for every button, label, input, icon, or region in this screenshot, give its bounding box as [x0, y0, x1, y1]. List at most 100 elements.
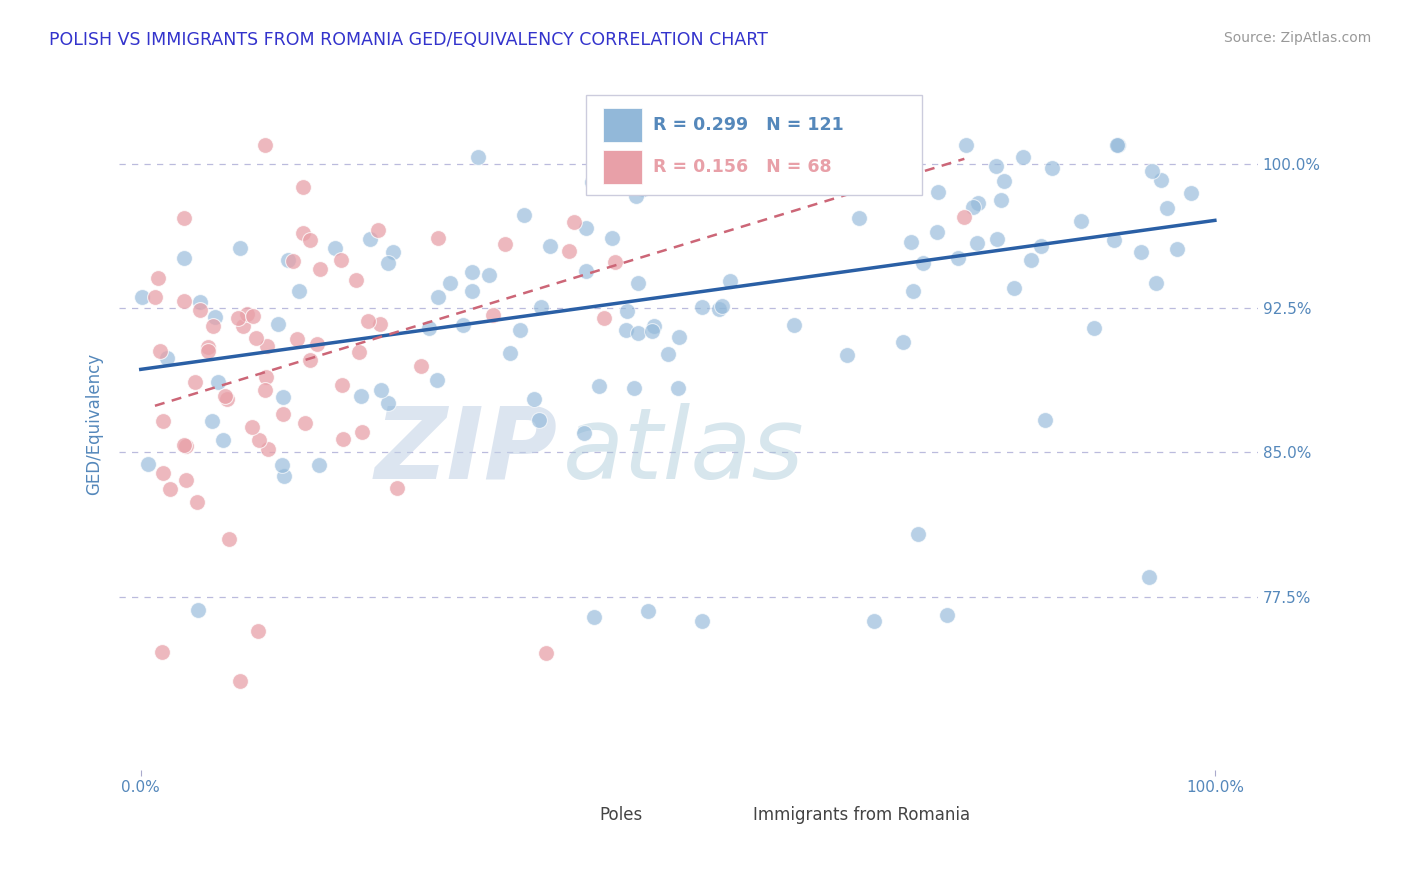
- Point: [478, 268, 501, 282]
- Point: [953, 210, 976, 224]
- Point: [146, 271, 169, 285]
- Point: [925, 226, 948, 240]
- Point: [946, 251, 969, 265]
- Point: [204, 310, 226, 324]
- Point: [986, 159, 1008, 173]
- Point: [1104, 233, 1126, 247]
- Point: [285, 332, 308, 346]
- Point: [211, 434, 233, 448]
- Point: [758, 153, 780, 167]
- Point: [461, 265, 484, 279]
- Point: [1002, 281, 1025, 295]
- Point: [281, 254, 304, 268]
- Point: [1139, 570, 1161, 584]
- Point: [605, 254, 627, 268]
- Point: [273, 468, 295, 483]
- Point: [254, 370, 277, 384]
- Point: [332, 432, 354, 446]
- Point: [370, 383, 392, 397]
- Point: [523, 392, 546, 406]
- Point: [557, 244, 579, 258]
- Point: [138, 458, 160, 472]
- Point: [377, 256, 399, 270]
- Text: Immigrants from Romania: Immigrants from Romania: [754, 805, 970, 824]
- Point: [367, 222, 389, 236]
- Point: [509, 323, 531, 337]
- Point: [387, 481, 409, 495]
- Point: [256, 338, 278, 352]
- Point: [294, 416, 316, 430]
- Point: [637, 604, 659, 618]
- FancyBboxPatch shape: [586, 95, 922, 195]
- FancyBboxPatch shape: [603, 108, 643, 142]
- Point: [1107, 137, 1129, 152]
- Point: [131, 290, 153, 304]
- Point: [186, 495, 208, 509]
- Point: [1033, 413, 1056, 427]
- Point: [513, 208, 536, 222]
- Point: [357, 314, 380, 328]
- Point: [152, 414, 174, 428]
- Point: [1150, 173, 1173, 187]
- Point: [197, 343, 219, 358]
- Text: Source: ZipAtlas.com: Source: ZipAtlas.com: [1223, 31, 1371, 45]
- Point: [1011, 150, 1033, 164]
- Point: [439, 277, 461, 291]
- Point: [156, 351, 179, 366]
- Point: [271, 407, 294, 421]
- Point: [214, 389, 236, 403]
- Point: [288, 284, 311, 298]
- Point: [1019, 252, 1042, 267]
- Point: [641, 324, 664, 338]
- Point: [453, 318, 475, 332]
- Point: [229, 673, 252, 688]
- Point: [711, 299, 734, 313]
- Point: [651, 166, 673, 180]
- Point: [623, 381, 645, 395]
- Point: [307, 337, 329, 351]
- Point: [538, 239, 561, 253]
- Point: [745, 153, 768, 168]
- Text: R = 0.156   N = 68: R = 0.156 N = 68: [654, 158, 832, 176]
- Point: [900, 235, 922, 249]
- Point: [993, 174, 1015, 188]
- Point: [707, 301, 730, 316]
- Point: [143, 290, 166, 304]
- Point: [235, 307, 257, 321]
- Point: [837, 137, 859, 152]
- Point: [666, 381, 689, 395]
- Point: [616, 323, 638, 337]
- Point: [686, 174, 709, 188]
- Point: [426, 290, 449, 304]
- Point: [911, 256, 934, 270]
- Point: [927, 186, 949, 200]
- Point: [581, 175, 603, 189]
- Point: [418, 321, 440, 335]
- Point: [152, 466, 174, 480]
- Point: [624, 188, 647, 202]
- Text: atlas: atlas: [564, 403, 806, 500]
- Point: [848, 211, 870, 225]
- Point: [877, 137, 900, 152]
- Point: [627, 326, 650, 341]
- Point: [627, 276, 650, 290]
- Point: [382, 245, 405, 260]
- Point: [344, 273, 367, 287]
- Text: ZIP: ZIP: [374, 403, 558, 500]
- Point: [631, 182, 654, 196]
- Point: [291, 227, 314, 241]
- Point: [242, 309, 264, 323]
- Point: [727, 137, 749, 152]
- Point: [907, 527, 929, 541]
- Point: [240, 419, 263, 434]
- Point: [253, 137, 276, 152]
- Point: [811, 137, 834, 152]
- Point: [589, 153, 612, 168]
- Point: [247, 434, 270, 448]
- Point: [962, 200, 984, 214]
- Point: [903, 284, 925, 298]
- Point: [197, 340, 219, 354]
- Point: [215, 392, 238, 407]
- Point: [309, 261, 332, 276]
- Point: [1029, 238, 1052, 252]
